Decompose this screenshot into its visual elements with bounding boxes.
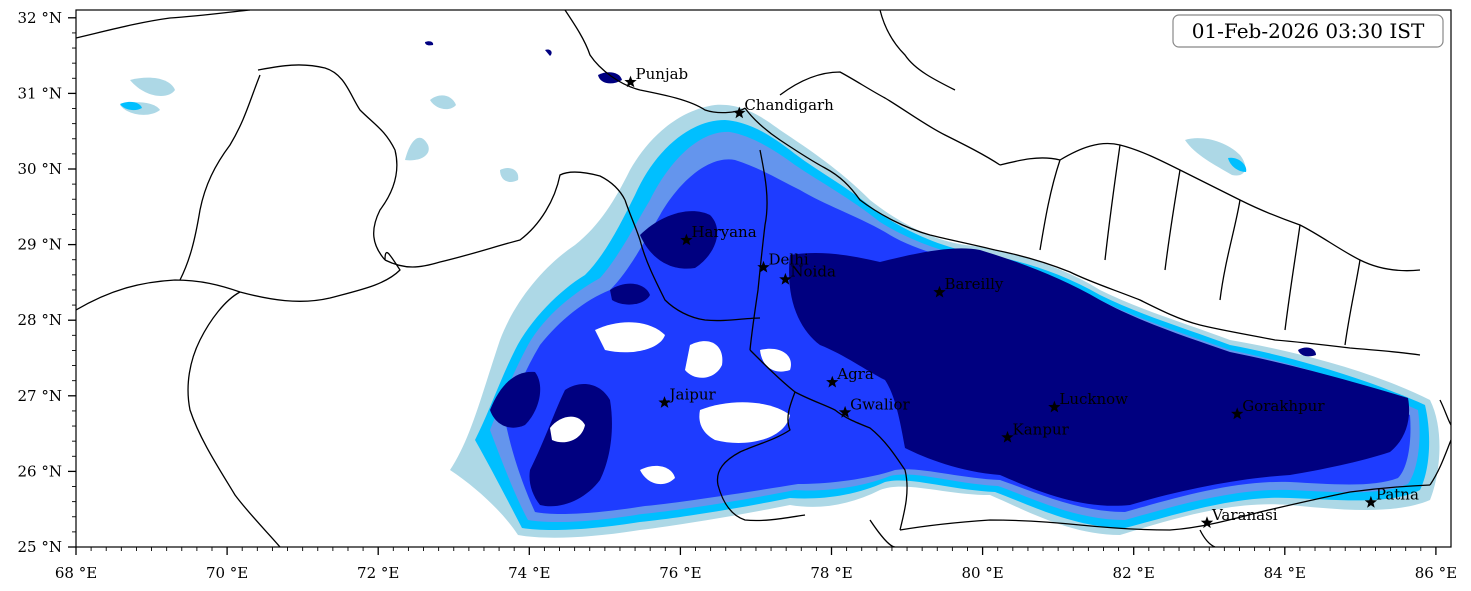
city-marker-patna: Patna xyxy=(1364,485,1419,508)
star-icon xyxy=(680,233,693,246)
city-label: Varanasi xyxy=(1211,506,1278,524)
city-label: Delhi xyxy=(769,250,809,268)
city-marker-noida: Noida xyxy=(779,262,836,285)
city-label: Kanpur xyxy=(1013,420,1070,438)
city-marker-gorakhpur: Gorakhpur xyxy=(1231,397,1325,420)
star-icon xyxy=(1001,430,1014,443)
y-tick-label: 29 °N xyxy=(18,236,62,254)
y-tick-label: 27 °N xyxy=(18,387,62,405)
x-tick-label: 80 °E xyxy=(961,564,1003,582)
city-label: Lucknow xyxy=(1059,390,1128,408)
city-label: Bareilly xyxy=(945,275,1004,293)
timestamp-box: 01-Feb-2026 03:30 IST xyxy=(1172,14,1444,48)
x-tick-label: 76 °E xyxy=(659,564,701,582)
precipitation-layer-navy xyxy=(425,41,1410,507)
city-label: Agra xyxy=(836,365,874,383)
star-icon xyxy=(658,396,671,408)
city-marker-gwalior: Gwalior xyxy=(838,395,910,418)
city-label: Patna xyxy=(1376,485,1419,503)
y-tick-label: 26 °N xyxy=(18,462,62,480)
city-label: Chandigarh xyxy=(744,96,834,114)
x-tick-label: 86 °E xyxy=(1415,564,1457,582)
star-icon xyxy=(1200,516,1214,529)
city-marker-delhi: Delhi xyxy=(757,250,809,273)
city-marker-agra: Agra xyxy=(826,365,874,388)
y-tick-label: 28 °N xyxy=(18,311,62,329)
city-label: Punjab xyxy=(636,65,689,83)
x-tick-label: 70 °E xyxy=(206,564,248,582)
x-tick-label: 82 °E xyxy=(1113,564,1155,582)
timestamp-label: 01-Feb-2026 03:30 IST xyxy=(1192,19,1425,43)
city-label: Noida xyxy=(790,262,836,280)
city-label: Jaipur xyxy=(668,386,717,404)
x-axis: 68 °E 70 °E 72 °E 74 °E 76 °E 78 °E 80 °E 82 °E… xyxy=(55,547,1457,582)
precipitation-gaps xyxy=(550,322,791,485)
star-icon xyxy=(779,272,792,285)
y-tick-label: 32 °N xyxy=(18,9,62,27)
city-marker-haryana: Haryana xyxy=(680,223,757,246)
y-tick-label: 25 °N xyxy=(18,538,62,556)
x-tick-label: 68 °E xyxy=(55,564,97,582)
city-marker-kanpur: Kanpur xyxy=(1001,420,1070,443)
x-tick-label: 78 °E xyxy=(810,564,852,582)
star-icon xyxy=(1231,407,1244,420)
city-marker-punjab: Punjab xyxy=(624,65,689,88)
star-icon xyxy=(624,75,637,88)
border-lines xyxy=(76,10,1451,547)
plot-frame xyxy=(75,9,1452,548)
star-icon xyxy=(733,106,746,119)
star-icon xyxy=(757,260,770,273)
city-marker-jaipur: Jaipur xyxy=(658,386,717,408)
y-tick-label: 30 °N xyxy=(18,160,62,178)
y-axis: 25 °N 26 °N 27 °N 28 °N 29 °N 30 °N 31 °N 32 °N xyxy=(18,9,76,556)
city-label: Gwalior xyxy=(850,395,910,413)
y-tick-label: 31 °N xyxy=(18,84,62,102)
x-tick-label: 84 °E xyxy=(1264,564,1306,582)
city-marker-bareilly: Bareilly xyxy=(933,275,1004,298)
star-icon xyxy=(826,375,839,388)
x-tick-label: 74 °E xyxy=(508,564,550,582)
city-marker-lucknow: Lucknow xyxy=(1048,390,1128,413)
city-label: Haryana xyxy=(691,223,756,241)
city-label: Gorakhpur xyxy=(1242,397,1325,415)
city-marker-varanasi: Varanasi xyxy=(1200,506,1278,529)
city-marker-chandigarh: Chandigarh xyxy=(733,96,834,119)
star-icon xyxy=(1048,400,1061,413)
star-icon xyxy=(838,405,852,418)
star-icon xyxy=(933,285,946,298)
x-tick-label: 72 °E xyxy=(357,564,399,582)
star-icon xyxy=(1364,495,1378,508)
